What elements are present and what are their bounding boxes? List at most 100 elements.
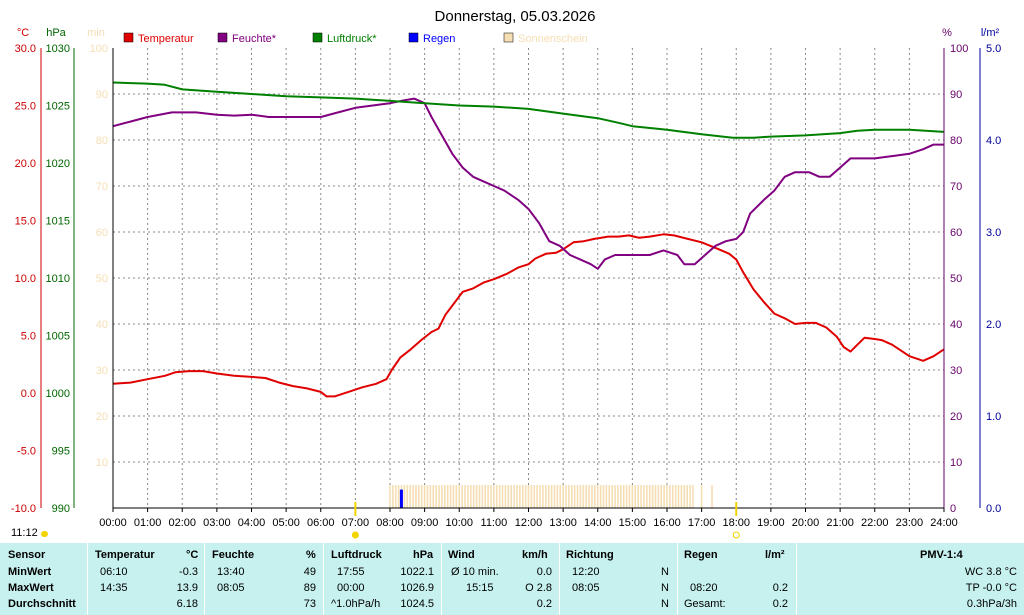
rain-tick-1: 4.0: [986, 135, 1001, 147]
series-line-feuchte: [112, 97, 944, 270]
x-tick-9: 09:00: [411, 517, 439, 529]
x-tick-16: 16:00: [653, 517, 681, 529]
pressure-tick-4: 1010: [46, 273, 70, 285]
tick-labels: 30.025.020.015.010.05.00.0-5.0-10.010301…: [11, 43, 1001, 529]
row-min-temp-time: 06:10: [100, 566, 128, 578]
row-avg-rain-time: Gesamt:: [684, 598, 726, 610]
row-max-hum-time: 08:05: [217, 582, 245, 594]
sunshine-tick-6: 40: [96, 319, 108, 331]
weather-chart: Donnerstag, 05.03.2026 °C hPa min % l/m²…: [11, 8, 1001, 539]
x-tick-1: 01:00: [134, 517, 162, 529]
legend-swatch-1: [217, 32, 228, 43]
humidity-tick-3: 70: [950, 181, 962, 193]
row-min-pres-time: 17:55: [337, 566, 365, 578]
header-humidity: Feuchte: [212, 549, 255, 561]
x-tick-13: 13:00: [549, 517, 577, 529]
rain-tick-4: 1.0: [986, 411, 1001, 423]
chart-legend: Temperatur Feuchte* Luftdruck* Regen Sonnens…: [123, 32, 588, 45]
sunshine-tick-0: 100: [90, 43, 108, 55]
legend-label-3: Regen: [423, 33, 455, 45]
row-min-dir-val: N: [661, 566, 669, 578]
rain-tick-2: 3.0: [986, 227, 1001, 239]
row-avg-label: Durchschnitt: [8, 598, 76, 610]
stats-table: Sensor Temperatur °C Feuchte % Luftdruck…: [0, 543, 1024, 615]
row-max-label: MaxWert: [8, 582, 54, 594]
row-max-temp-time: 14:35: [100, 582, 128, 594]
sunshine-tick-8: 20: [96, 411, 108, 423]
legend-label-0: Temperatur: [138, 33, 194, 45]
header-temperature: Temperatur: [95, 549, 155, 561]
rain-axis-unit: l/m²: [981, 27, 1000, 39]
row-max-pres-time: 00:00: [337, 582, 365, 594]
pressure-tick-8: 990: [52, 503, 70, 515]
sunshine-tick-2: 80: [96, 135, 108, 147]
row-max-wind-label: 15:15: [466, 582, 494, 594]
sunset-icon: [732, 531, 740, 539]
humidity-tick-8: 20: [950, 411, 962, 423]
row-max-rain-time: 08:20: [690, 582, 718, 594]
row-max-dir-val: N: [661, 582, 669, 594]
pressure-tick-2: 1020: [46, 158, 70, 170]
sunshine-tick-4: 60: [96, 227, 108, 239]
x-tick-7: 07:00: [342, 517, 370, 529]
row-avg-pmv: 0.3hPa/3h: [966, 598, 1017, 610]
row-min-dir-time: 12:20: [572, 566, 600, 578]
temp-tick-0: 30.0: [15, 43, 36, 55]
legend-label-1: Feuchte*: [232, 33, 277, 45]
row-avg-rain-val: 0.2: [772, 598, 788, 610]
sun-icon: [41, 531, 48, 537]
sunshine-bars: [389, 485, 713, 508]
chart-grid: [113, 48, 944, 508]
pressure-axis-unit: hPa: [46, 27, 66, 39]
x-tick-11: 11:00: [481, 517, 508, 529]
rain-tick-5: 0.0: [986, 503, 1001, 515]
x-tick-18: 18:00: [722, 517, 750, 529]
legend-swatch-4: [503, 32, 514, 43]
header-temp-unit: °C: [186, 549, 199, 561]
x-tick-22: 22:00: [861, 517, 889, 529]
row-avg-dir-val: N: [661, 598, 669, 610]
temp-tick-8: -10.0: [11, 503, 36, 515]
temp-tick-5: 5.0: [21, 331, 36, 343]
row-min-temp-val: -0.3: [179, 566, 198, 578]
sun-markers: [351, 502, 740, 539]
legend-swatch-2: [312, 32, 323, 43]
header-direction: Richtung: [566, 549, 614, 561]
legend-label-2: Luftdruck*: [327, 33, 377, 45]
pressure-tick-6: 1000: [46, 388, 70, 400]
legend-swatch-3: [408, 32, 419, 43]
pressure-tick-3: 1015: [46, 216, 70, 228]
header-wind: Wind: [448, 549, 475, 561]
rain-tick-0: 5.0: [986, 43, 1001, 55]
row-max-hum-val: 89: [303, 582, 316, 594]
sunshine-tick-3: 70: [96, 181, 108, 193]
sunrise-icon: [351, 531, 359, 539]
humidity-tick-2: 80: [950, 135, 962, 147]
humidity-tick-4: 60: [950, 227, 962, 239]
x-tick-19: 19:00: [757, 517, 785, 529]
pressure-tick-0: 1030: [46, 43, 70, 55]
sunshine-tick-1: 90: [96, 89, 108, 101]
pressure-tick-1: 1025: [46, 101, 70, 113]
row-avg-temp-val: 6.18: [176, 598, 198, 610]
row-max-dir-time: 08:05: [572, 582, 600, 594]
temp-tick-6: 0.0: [21, 388, 36, 400]
x-tick-12: 12:00: [515, 517, 543, 529]
legend-swatch-0: [123, 32, 134, 43]
series-line-temperatur: [112, 233, 945, 398]
legend-label-4: Sonnenschein: [518, 33, 588, 45]
rain-bars: [399, 489, 403, 508]
temp-tick-4: 10.0: [15, 273, 36, 285]
temp-tick-1: 25.0: [15, 101, 36, 113]
temp-tick-7: -5.0: [17, 446, 36, 458]
temp-axis-unit: °C: [17, 27, 29, 39]
header-rain: Regen: [684, 549, 718, 561]
x-tick-24: 24:00: [930, 517, 958, 529]
chart-axes: [40, 48, 981, 512]
pressure-tick-5: 1005: [46, 331, 70, 343]
header-pres-unit: hPa: [413, 549, 434, 561]
row-min-pres-val: 1022.1: [400, 566, 434, 578]
chart-title: Donnerstag, 05.03.2026: [435, 8, 596, 25]
x-tick-8: 08:00: [376, 517, 404, 529]
x-tick-2: 02:00: [168, 517, 196, 529]
